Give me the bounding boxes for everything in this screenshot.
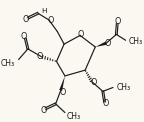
Polygon shape [95,41,107,47]
Text: CH₃: CH₃ [67,112,81,121]
Text: CH₃: CH₃ [1,59,15,68]
Text: O: O [36,52,43,61]
Text: H: H [41,8,47,14]
Text: CH₃: CH₃ [116,83,130,92]
Text: O: O [41,106,47,115]
Text: O: O [115,17,121,26]
Text: CH₃: CH₃ [129,37,143,46]
Text: O: O [102,99,109,108]
Text: O: O [105,39,111,48]
Text: O: O [78,30,84,39]
Text: O: O [90,78,97,87]
Text: O: O [59,88,66,97]
Text: O: O [23,15,29,24]
Polygon shape [59,76,65,91]
Text: O: O [47,16,54,25]
Text: O: O [20,32,27,41]
